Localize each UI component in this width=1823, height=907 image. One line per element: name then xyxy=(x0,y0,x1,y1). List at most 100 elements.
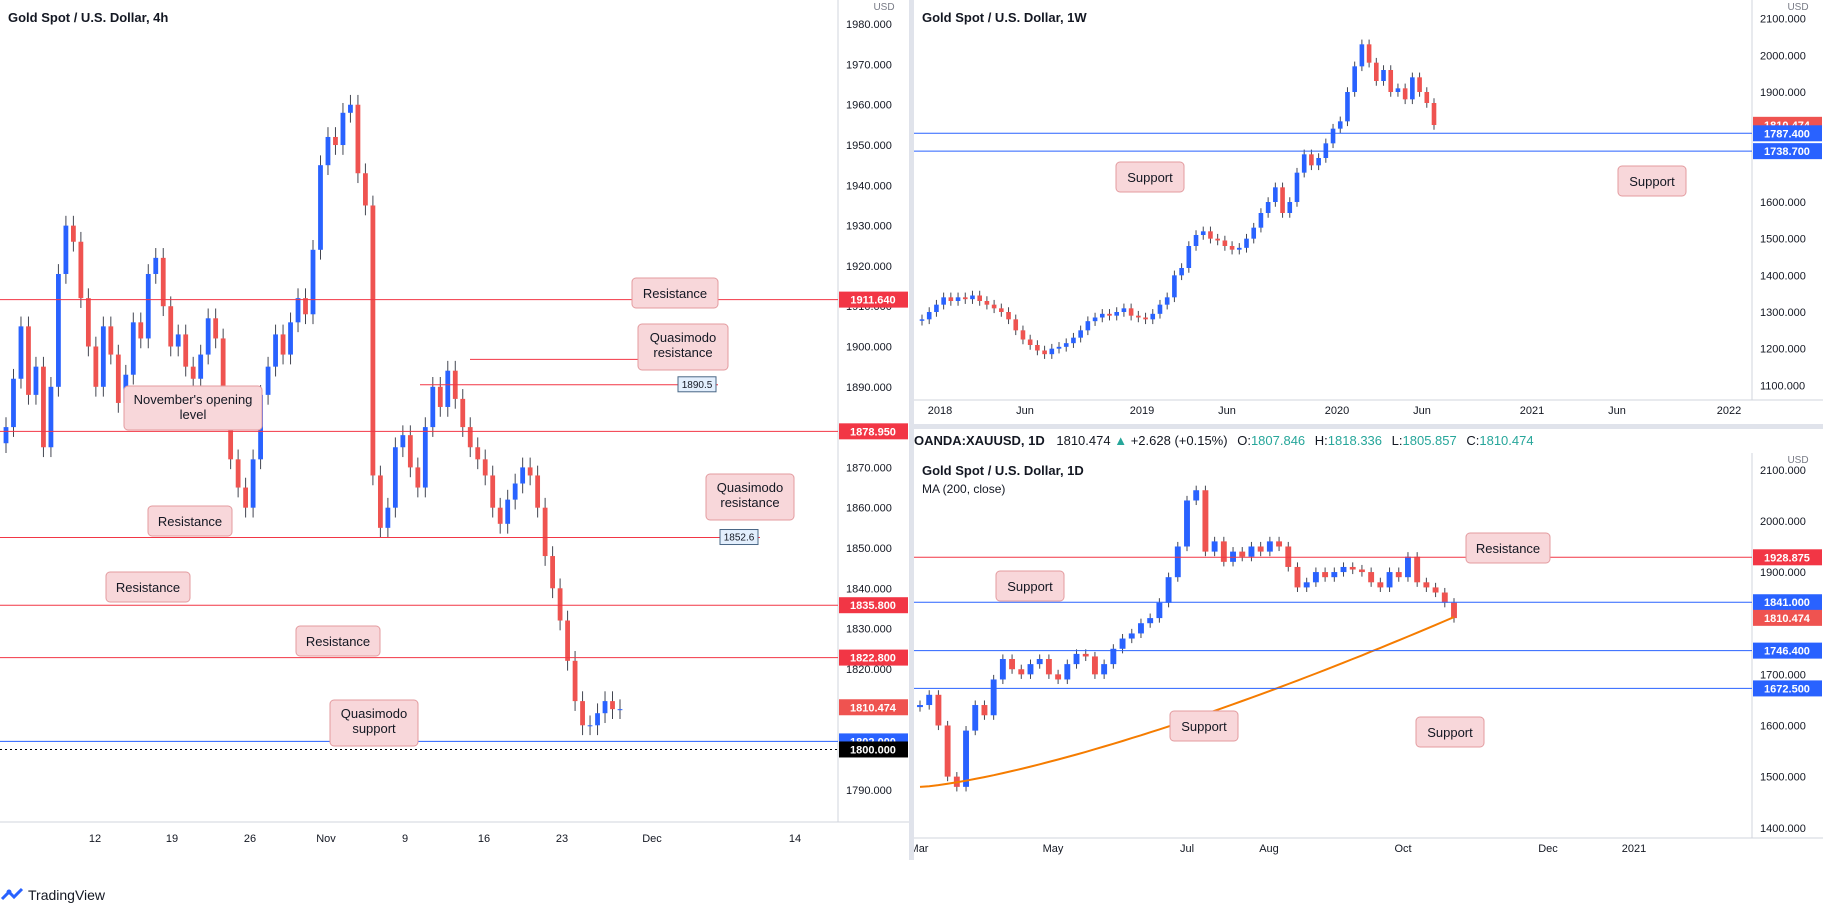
candle-body xyxy=(273,334,278,366)
annotation-label: Support xyxy=(1181,719,1227,734)
candle-body xyxy=(198,355,203,379)
candle-body xyxy=(1074,654,1080,664)
price-tag-label: 1835.800 xyxy=(850,600,896,612)
candle-body xyxy=(1350,567,1356,570)
candle-body xyxy=(64,226,69,274)
chart-1d-canvas[interactable]: USD2100.0002000.0001900.0001700.0001600.… xyxy=(914,453,1823,860)
price-tag-label: 1822.800 xyxy=(850,653,896,665)
annotation-label: Resistance xyxy=(306,634,370,649)
chart-4h-title: Gold Spot / U.S. Dollar, 4h xyxy=(8,10,168,25)
candle-body xyxy=(460,399,465,427)
candle-body xyxy=(963,731,969,787)
candle-body xyxy=(1304,582,1310,587)
candle-body xyxy=(1405,557,1411,577)
candle-body xyxy=(1387,572,1393,587)
annotation-label: Resistance xyxy=(1476,541,1540,556)
candle-body xyxy=(1201,231,1206,235)
y-tick-label: 1870.000 xyxy=(846,462,892,474)
candle-body xyxy=(588,725,593,726)
x-tick-label: 16 xyxy=(478,833,490,845)
brand-name[interactable]: TradingView xyxy=(28,887,105,903)
chart-pane-4h[interactable]: USD1980.0001970.0001960.0001950.0001940.… xyxy=(0,0,909,860)
candle-body xyxy=(78,242,83,298)
candle-body xyxy=(982,705,988,715)
x-tick-label: 23 xyxy=(556,833,568,845)
candle-body xyxy=(303,298,308,314)
candle-body xyxy=(93,347,98,387)
candle-body xyxy=(71,226,76,242)
candle-body xyxy=(949,297,954,301)
candle-body xyxy=(378,475,383,527)
pane-divider-horizontal[interactable] xyxy=(914,424,1823,429)
tradingview-logo-icon[interactable] xyxy=(0,885,26,905)
y-tick-label: 1900.000 xyxy=(1760,567,1806,579)
candle-body xyxy=(1414,557,1420,583)
x-tick-label: 12 xyxy=(89,833,101,845)
price-tag-label: 1878.950 xyxy=(850,426,896,438)
candle-body xyxy=(19,326,24,378)
candle-body xyxy=(528,467,533,475)
high-value: 1818.336 xyxy=(1328,433,1382,448)
candle-body xyxy=(34,367,39,395)
price-tag-label: 1787.400 xyxy=(1764,128,1810,140)
y-tick-label: 1950.000 xyxy=(846,140,892,152)
candle-body xyxy=(1120,639,1126,649)
annotation-label: Support xyxy=(1007,579,1053,594)
y-tick-label: 1900.000 xyxy=(1760,87,1806,99)
chart-pane-1d[interactable]: USD2100.0002000.0001900.0001700.0001600.… xyxy=(914,453,1823,860)
candle-body xyxy=(176,334,181,346)
candle-body xyxy=(1064,664,1070,679)
candle-body xyxy=(393,447,398,507)
chart-1w-canvas[interactable]: USD2100.0002000.0001900.0001600.0001500.… xyxy=(914,0,1823,424)
candle-body xyxy=(41,367,46,448)
candle-body xyxy=(917,705,923,707)
candle-body xyxy=(49,387,54,447)
ma-200-line xyxy=(920,617,1454,787)
annotation-label: Resistance xyxy=(158,514,222,529)
x-tick-label: 9 xyxy=(402,833,408,845)
candle-body xyxy=(415,467,420,487)
candle-body xyxy=(1086,321,1091,330)
y-tick-label: 1500.000 xyxy=(1760,772,1806,784)
y-tick-label: 1600.000 xyxy=(1760,197,1806,209)
chart-4h-canvas[interactable]: USD1980.0001970.0001960.0001950.0001940.… xyxy=(0,0,909,860)
y-tick-label: 1790.000 xyxy=(846,785,892,797)
candle-body xyxy=(1009,659,1015,669)
candle-body xyxy=(318,165,323,250)
price-tag-label: 1928.875 xyxy=(1764,552,1810,564)
symbol-name[interactable]: OANDA:XAUUSD, 1D xyxy=(914,433,1045,448)
y-tick-label: 1820.000 xyxy=(846,664,892,676)
candle-body xyxy=(1285,546,1291,566)
candle-body xyxy=(1194,235,1199,246)
candle-body xyxy=(1417,77,1422,92)
x-tick-label: Jun xyxy=(1016,405,1034,417)
x-tick-label: Dec xyxy=(1538,843,1558,855)
y-tick-label: 1700.000 xyxy=(1760,669,1806,681)
candle-body xyxy=(520,467,525,483)
x-tick-label: 2022 xyxy=(1717,405,1741,417)
candle-body xyxy=(1359,570,1365,573)
currency-label: USD xyxy=(873,2,894,13)
candle-body xyxy=(1410,77,1415,99)
candle-body xyxy=(977,296,982,302)
close-label: C: xyxy=(1466,433,1479,448)
annotation-label: Support xyxy=(1629,174,1675,189)
x-tick-label: Jun xyxy=(1608,405,1626,417)
candle-body xyxy=(1187,246,1192,268)
annotation-label: resistance xyxy=(653,345,712,360)
candle-body xyxy=(1101,664,1107,674)
candle-body xyxy=(1367,44,1372,62)
candle-body xyxy=(153,258,158,274)
candle-body xyxy=(138,322,143,338)
candle-body xyxy=(1316,158,1321,165)
ma-legend[interactable]: MA (200, close) xyxy=(922,482,1005,496)
candle-body xyxy=(400,435,405,447)
candle-body xyxy=(243,488,248,508)
candle-body xyxy=(490,475,495,507)
candle-body xyxy=(483,459,488,475)
chart-pane-1w[interactable]: USD2100.0002000.0001900.0001600.0001500.… xyxy=(914,0,1823,424)
candle-body xyxy=(1193,490,1199,500)
candle-body xyxy=(385,508,390,528)
candle-body xyxy=(1078,330,1083,337)
x-tick-label: 14 xyxy=(789,833,801,845)
